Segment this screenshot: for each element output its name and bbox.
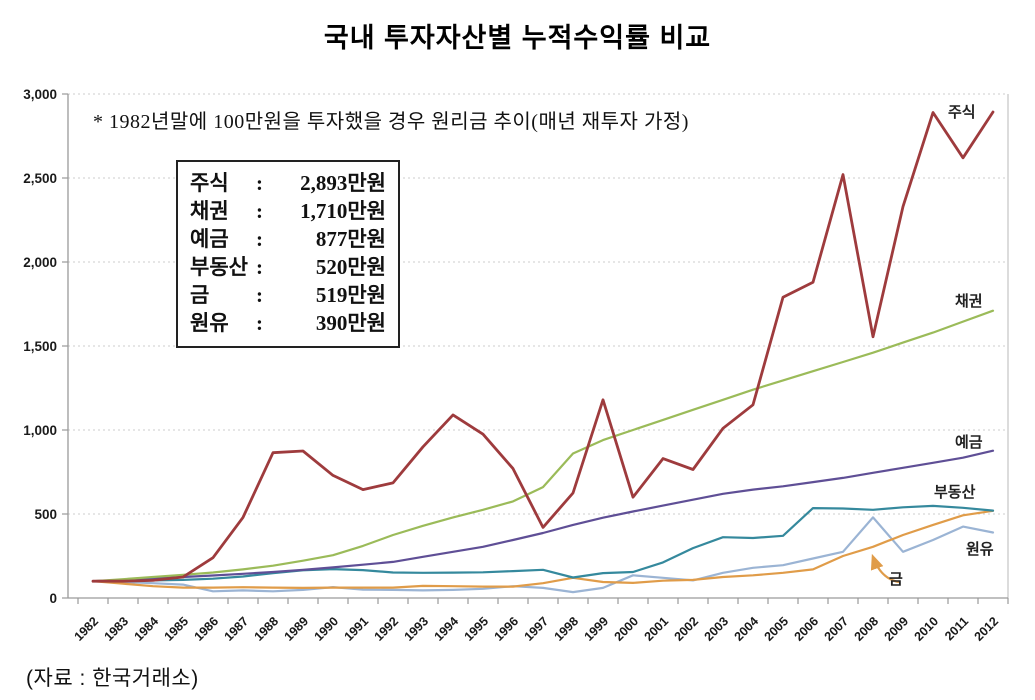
svg-text:1988: 1988 <box>252 614 282 644</box>
legend-asset-value: 2,893만원 <box>300 171 386 195</box>
legend-colon: : <box>256 311 263 335</box>
line-label-gold: 금 <box>889 571 903 588</box>
series-line-bonds <box>91 309 995 583</box>
svg-text:1994: 1994 <box>432 614 462 644</box>
legend-asset-value: 390만원 <box>315 311 386 335</box>
legend-row: 금: 519만원 <box>190 281 386 309</box>
svg-text:1983: 1983 <box>102 614 132 644</box>
legend-asset-value: 877만원 <box>315 227 386 251</box>
svg-text:2,000: 2,000 <box>23 255 57 270</box>
svg-text:2001: 2001 <box>642 614 672 644</box>
line-label-bonds: 채권 <box>955 293 983 310</box>
svg-text:1985: 1985 <box>162 614 192 644</box>
svg-text:2012: 2012 <box>972 614 1002 644</box>
line-label-realestate: 부동산 <box>934 484 976 501</box>
svg-text:2000: 2000 <box>612 614 642 644</box>
legend-colon: : <box>256 227 263 251</box>
svg-text:2007: 2007 <box>822 614 852 644</box>
chart-annotation: * 1982년말에 100만원을 투자했을 경우 원리금 추이(매년 재투자 가… <box>93 111 689 133</box>
legend-row: 예금: 877만원 <box>190 225 386 253</box>
line-label-deposits: 예금 <box>955 434 983 451</box>
svg-text:2011: 2011 <box>942 614 971 643</box>
svg-text:2003: 2003 <box>702 614 732 644</box>
svg-text:1991: 1991 <box>342 614 372 644</box>
svg-text:2008: 2008 <box>852 614 882 644</box>
svg-text:1986: 1986 <box>192 614 222 644</box>
svg-text:2004: 2004 <box>732 614 762 644</box>
svg-text:1993: 1993 <box>402 614 432 644</box>
svg-text:2010: 2010 <box>912 614 942 644</box>
y-tick-labels: 0 500 1,000 1,500 2,000 2,500 3,000 <box>23 87 57 606</box>
legend-colon: : <box>256 283 263 307</box>
legend-asset-name: 예금 <box>190 227 229 251</box>
svg-text:1997: 1997 <box>522 614 552 644</box>
svg-text:1995: 1995 <box>462 614 492 644</box>
series-line-gold <box>91 509 995 590</box>
svg-text:0: 0 <box>49 591 57 606</box>
legend-asset-value: 1,710만원 <box>300 199 386 223</box>
series-line-stocks <box>91 110 995 583</box>
legend-asset-value: 520만원 <box>315 255 386 279</box>
svg-text:3,000: 3,000 <box>23 87 57 102</box>
axes <box>62 93 1009 604</box>
legend-colon: : <box>256 171 263 195</box>
legend-colon: : <box>256 199 263 223</box>
svg-text:1982: 1982 <box>72 614 102 644</box>
legend-asset-name: 주식 <box>190 171 229 195</box>
legend-asset-name: 부동산 <box>190 255 248 279</box>
legend-colon: : <box>256 255 263 279</box>
legend-asset-value: 519만원 <box>315 283 386 307</box>
line-label-oil: 원유 <box>966 541 994 558</box>
svg-text:1,500: 1,500 <box>23 339 57 354</box>
svg-text:1998: 1998 <box>552 614 582 644</box>
series-line-realestate <box>91 504 995 583</box>
svg-text:1992: 1992 <box>372 614 402 644</box>
legend-asset-name: 채권 <box>190 199 229 223</box>
svg-text:2005: 2005 <box>762 614 792 644</box>
legend-row: 주식: 2,893만원 <box>190 169 386 197</box>
svg-text:1987: 1987 <box>222 614 252 644</box>
svg-text:2009: 2009 <box>882 614 912 644</box>
svg-text:1984: 1984 <box>132 614 162 644</box>
svg-text:1996: 1996 <box>492 614 522 644</box>
series-line-oil <box>91 516 995 594</box>
svg-text:1,000: 1,000 <box>23 423 57 438</box>
svg-text:1999: 1999 <box>582 614 612 644</box>
svg-text:2,500: 2,500 <box>23 171 57 186</box>
svg-text:2006: 2006 <box>792 614 822 644</box>
x-tick-labels: 1982 1983 1984 1985 1986 1987 1988 1989 1990 1991… <box>72 614 1002 644</box>
svg-text:1989: 1989 <box>282 614 312 644</box>
legend-row: 채권: 1,710만원 <box>190 197 386 225</box>
svg-text:1990: 1990 <box>312 614 342 644</box>
gold-arrow <box>870 553 900 584</box>
legend-row: 부동산: 520만원 <box>190 253 386 281</box>
source-note: (자료 : 한국거래소) <box>26 667 199 690</box>
legend-asset-name: 금 <box>190 283 210 307</box>
svg-text:500: 500 <box>34 507 57 522</box>
legend-row: 원유: 390만원 <box>190 309 386 337</box>
line-label-stocks: 주식 <box>948 104 976 121</box>
series-line-deposits <box>91 449 995 583</box>
svg-text:2002: 2002 <box>672 614 702 644</box>
page-title: 국내 투자자산별 누적수익률 비교 <box>323 23 712 53</box>
legend-asset-name: 원유 <box>190 311 229 335</box>
